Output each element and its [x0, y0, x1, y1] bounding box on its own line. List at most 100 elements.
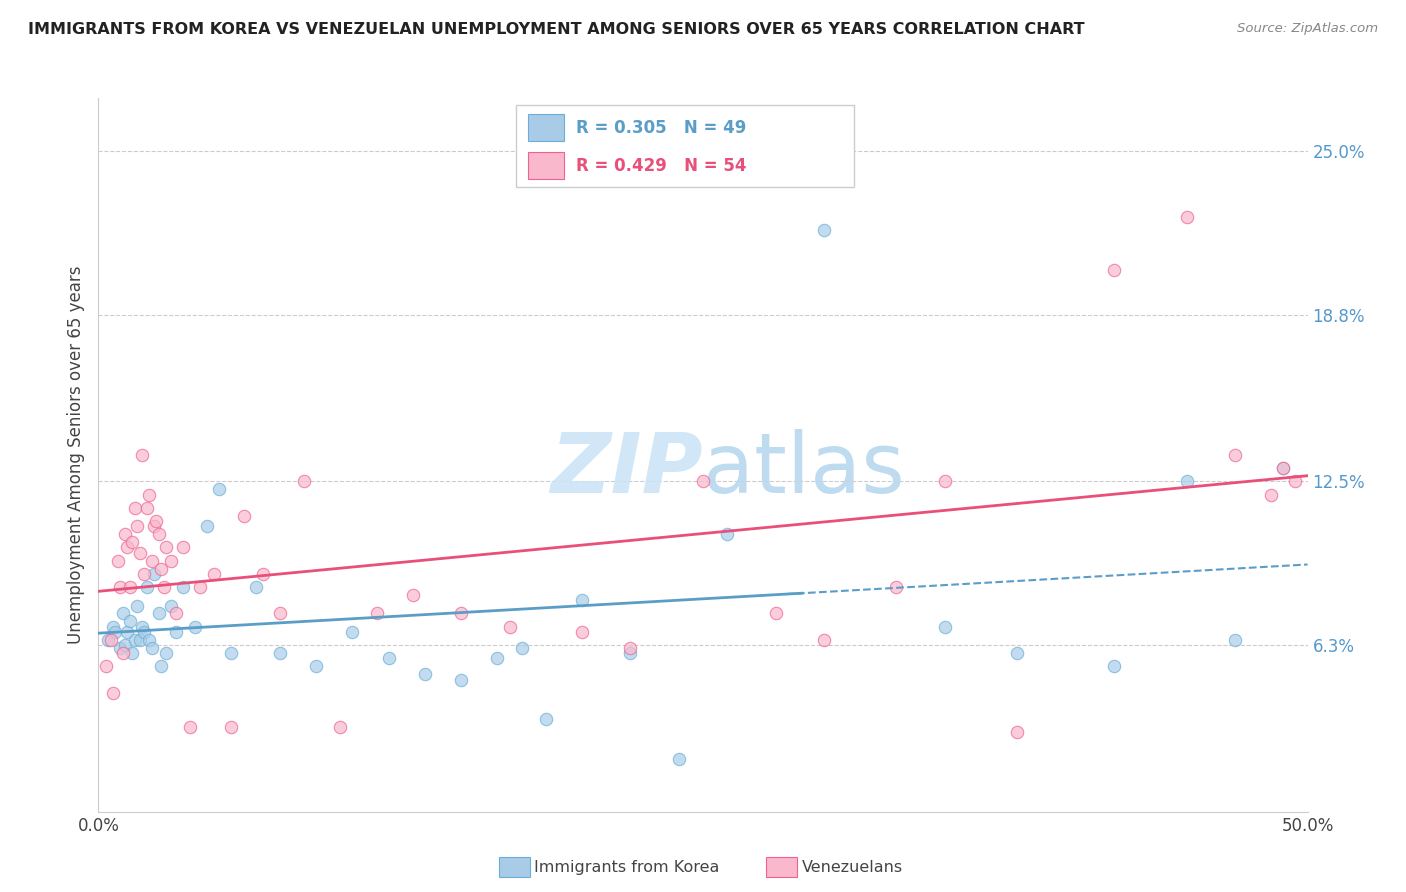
- Point: [208, 483, 231, 497]
- Point: [716, 527, 738, 541]
- Point: [124, 500, 146, 515]
- Point: [619, 640, 641, 655]
- Point: [131, 620, 153, 634]
- Point: [165, 625, 187, 640]
- Point: [204, 566, 226, 581]
- Point: [114, 638, 136, 652]
- Point: [1223, 448, 1246, 462]
- Point: [934, 475, 956, 489]
- Point: [138, 487, 160, 501]
- Point: [510, 640, 533, 655]
- Point: [141, 640, 163, 655]
- Point: [221, 720, 243, 734]
- Text: ZIP: ZIP: [550, 429, 703, 509]
- Point: [172, 541, 194, 555]
- Point: [131, 448, 153, 462]
- Point: [128, 632, 150, 647]
- Text: IMMIGRANTS FROM KOREA VS VENEZUELAN UNEMPLOYMENT AMONG SENIORS OVER 65 YEARS COR: IMMIGRANTS FROM KOREA VS VENEZUELAN UNEM…: [28, 22, 1085, 37]
- Text: R = 0.429   N = 54: R = 0.429 N = 54: [576, 157, 747, 175]
- Point: [100, 632, 122, 647]
- Point: [1102, 263, 1125, 277]
- Point: [305, 659, 328, 673]
- Point: [148, 527, 170, 541]
- Point: [104, 625, 127, 640]
- Point: [1284, 475, 1306, 489]
- Point: [619, 646, 641, 660]
- Point: [1260, 487, 1282, 501]
- Point: [377, 651, 399, 665]
- Point: [152, 580, 174, 594]
- Point: [111, 607, 134, 621]
- Point: [342, 625, 364, 640]
- Point: [179, 720, 201, 734]
- Point: [135, 500, 157, 515]
- Text: Venezuelans: Venezuelans: [801, 860, 903, 874]
- Point: [366, 607, 388, 621]
- Point: [402, 588, 425, 602]
- Point: [1175, 475, 1198, 489]
- Text: Immigrants from Korea: Immigrants from Korea: [534, 860, 720, 874]
- Point: [121, 646, 143, 660]
- Y-axis label: Unemployment Among Seniors over 65 years: Unemployment Among Seniors over 65 years: [67, 266, 86, 644]
- Point: [145, 514, 167, 528]
- Point: [1102, 659, 1125, 673]
- Point: [155, 541, 177, 555]
- Point: [413, 667, 436, 681]
- Point: [450, 673, 472, 687]
- Point: [111, 646, 134, 660]
- FancyBboxPatch shape: [516, 105, 855, 187]
- Point: [128, 546, 150, 560]
- Point: [188, 580, 211, 594]
- Point: [269, 646, 291, 660]
- Point: [121, 535, 143, 549]
- Point: [127, 599, 149, 613]
- Point: [571, 593, 593, 607]
- Point: [668, 752, 690, 766]
- Point: [184, 620, 207, 634]
- Text: Source: ZipAtlas.com: Source: ZipAtlas.com: [1237, 22, 1378, 36]
- Point: [813, 632, 835, 647]
- Text: atlas: atlas: [703, 429, 904, 509]
- Point: [160, 599, 183, 613]
- Point: [571, 625, 593, 640]
- Point: [108, 580, 131, 594]
- Point: [155, 646, 177, 660]
- Point: [135, 580, 157, 594]
- Point: [94, 659, 117, 673]
- Point: [221, 646, 243, 660]
- Point: [117, 625, 139, 640]
- Point: [141, 554, 163, 568]
- Point: [498, 620, 520, 634]
- Point: [1223, 632, 1246, 647]
- Point: [934, 620, 956, 634]
- Point: [127, 519, 149, 533]
- Point: [143, 519, 166, 533]
- Point: [534, 712, 557, 726]
- Point: [101, 686, 124, 700]
- Point: [97, 632, 120, 647]
- Point: [114, 527, 136, 541]
- Point: [150, 561, 173, 575]
- Point: [1007, 646, 1029, 660]
- Point: [148, 607, 170, 621]
- Point: [134, 566, 156, 581]
- FancyBboxPatch shape: [527, 152, 564, 178]
- Point: [172, 580, 194, 594]
- Point: [1272, 461, 1295, 475]
- Point: [160, 554, 183, 568]
- Point: [252, 566, 274, 581]
- Point: [232, 508, 254, 523]
- Point: [165, 607, 187, 621]
- Point: [813, 223, 835, 237]
- Point: [245, 580, 267, 594]
- Point: [486, 651, 509, 665]
- Point: [117, 541, 139, 555]
- Point: [329, 720, 352, 734]
- Point: [134, 625, 156, 640]
- Point: [150, 659, 173, 673]
- Point: [292, 475, 315, 489]
- Point: [101, 620, 124, 634]
- Point: [138, 632, 160, 647]
- FancyBboxPatch shape: [527, 114, 564, 141]
- Point: [143, 566, 166, 581]
